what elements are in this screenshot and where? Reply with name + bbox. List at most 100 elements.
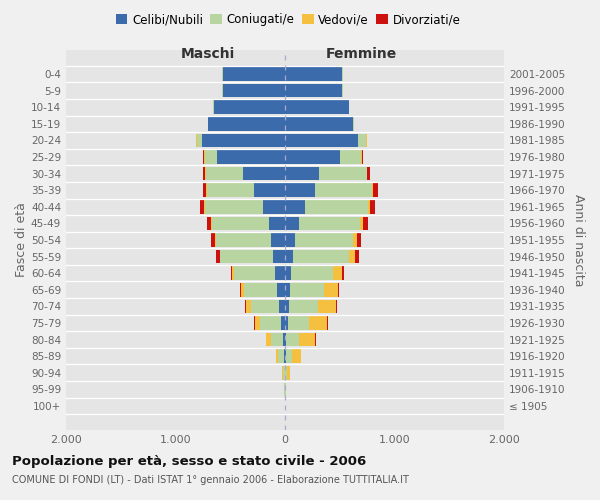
Bar [203,184,206,197]
Bar [309,316,327,330]
Bar [343,266,344,280]
Bar [251,300,279,313]
Bar [299,216,360,230]
Bar [220,250,273,264]
Bar [277,283,285,296]
Bar [358,134,366,147]
Bar [244,283,277,296]
Bar [283,333,285,346]
Bar [360,216,363,230]
Bar [293,250,349,264]
Y-axis label: Anni di nascita: Anni di nascita [572,194,585,286]
Bar [285,134,358,147]
Bar [286,366,287,380]
Bar [208,117,285,130]
Bar [285,350,286,363]
Y-axis label: Fasce di età: Fasce di età [15,202,28,278]
Bar [244,167,285,180]
Bar [266,333,271,346]
Bar [288,316,309,330]
Bar [246,300,251,313]
Bar [285,150,340,164]
Bar [284,350,285,363]
Bar [285,333,286,346]
Legend: Celibi/Nubili, Coniugati/e, Vedovi/e, Divorziati/e: Celibi/Nubili, Coniugati/e, Vedovi/e, Di… [111,8,465,31]
Bar [200,200,204,213]
Bar [285,283,290,296]
Bar [353,233,357,247]
Bar [368,200,370,213]
Bar [207,184,254,197]
Bar [355,250,359,264]
Bar [363,216,368,230]
Bar [335,300,337,313]
Bar [217,150,285,164]
Bar [324,283,338,296]
Text: Popolazione per età, sesso e stato civile - 2006: Popolazione per età, sesso e stato civil… [12,455,366,468]
Bar [285,167,319,180]
Bar [333,266,343,280]
Bar [273,250,285,264]
Bar [231,266,232,280]
Bar [285,266,291,280]
Bar [285,250,293,264]
Bar [205,200,263,213]
Bar [197,134,202,147]
Bar [285,84,343,98]
Bar [292,350,301,363]
Bar [241,283,244,296]
Bar [285,200,305,213]
Bar [223,84,285,98]
Bar [291,266,333,280]
Bar [214,100,285,114]
Bar [203,167,205,180]
Bar [260,316,281,330]
Bar [205,150,217,164]
Bar [299,333,315,346]
Text: COMUNE DI FONDI (LT) - Dati ISTAT 1° gennaio 2006 - Elaborazione TUTTITALIA.IT: COMUNE DI FONDI (LT) - Dati ISTAT 1° gen… [12,475,409,485]
Bar [285,117,353,130]
Bar [223,68,285,81]
Bar [263,200,285,213]
Bar [212,216,269,230]
Bar [338,283,339,296]
Bar [317,300,335,313]
Bar [285,68,343,81]
Bar [216,233,271,247]
Bar [305,200,368,213]
Bar [357,233,361,247]
Bar [234,266,275,280]
Bar [319,167,367,180]
Bar [278,350,284,363]
Bar [207,216,211,230]
Bar [202,134,285,147]
Bar [315,184,372,197]
Bar [290,283,324,296]
Bar [285,316,288,330]
Bar [285,216,299,230]
Bar [372,184,373,197]
Bar [216,250,220,264]
Bar [255,316,260,330]
Bar [211,233,215,247]
Bar [271,333,283,346]
Bar [206,167,244,180]
Bar [276,350,278,363]
Bar [279,300,285,313]
Text: Femmine: Femmine [326,47,397,61]
Bar [281,316,285,330]
Bar [254,316,255,330]
Bar [275,266,285,280]
Bar [286,333,299,346]
Bar [239,283,241,296]
Bar [269,216,285,230]
Bar [245,300,246,313]
Bar [340,150,361,164]
Bar [373,184,378,197]
Bar [349,250,355,264]
Bar [285,300,289,313]
Bar [287,366,290,380]
Bar [295,233,353,247]
Bar [283,366,284,380]
Bar [271,233,285,247]
